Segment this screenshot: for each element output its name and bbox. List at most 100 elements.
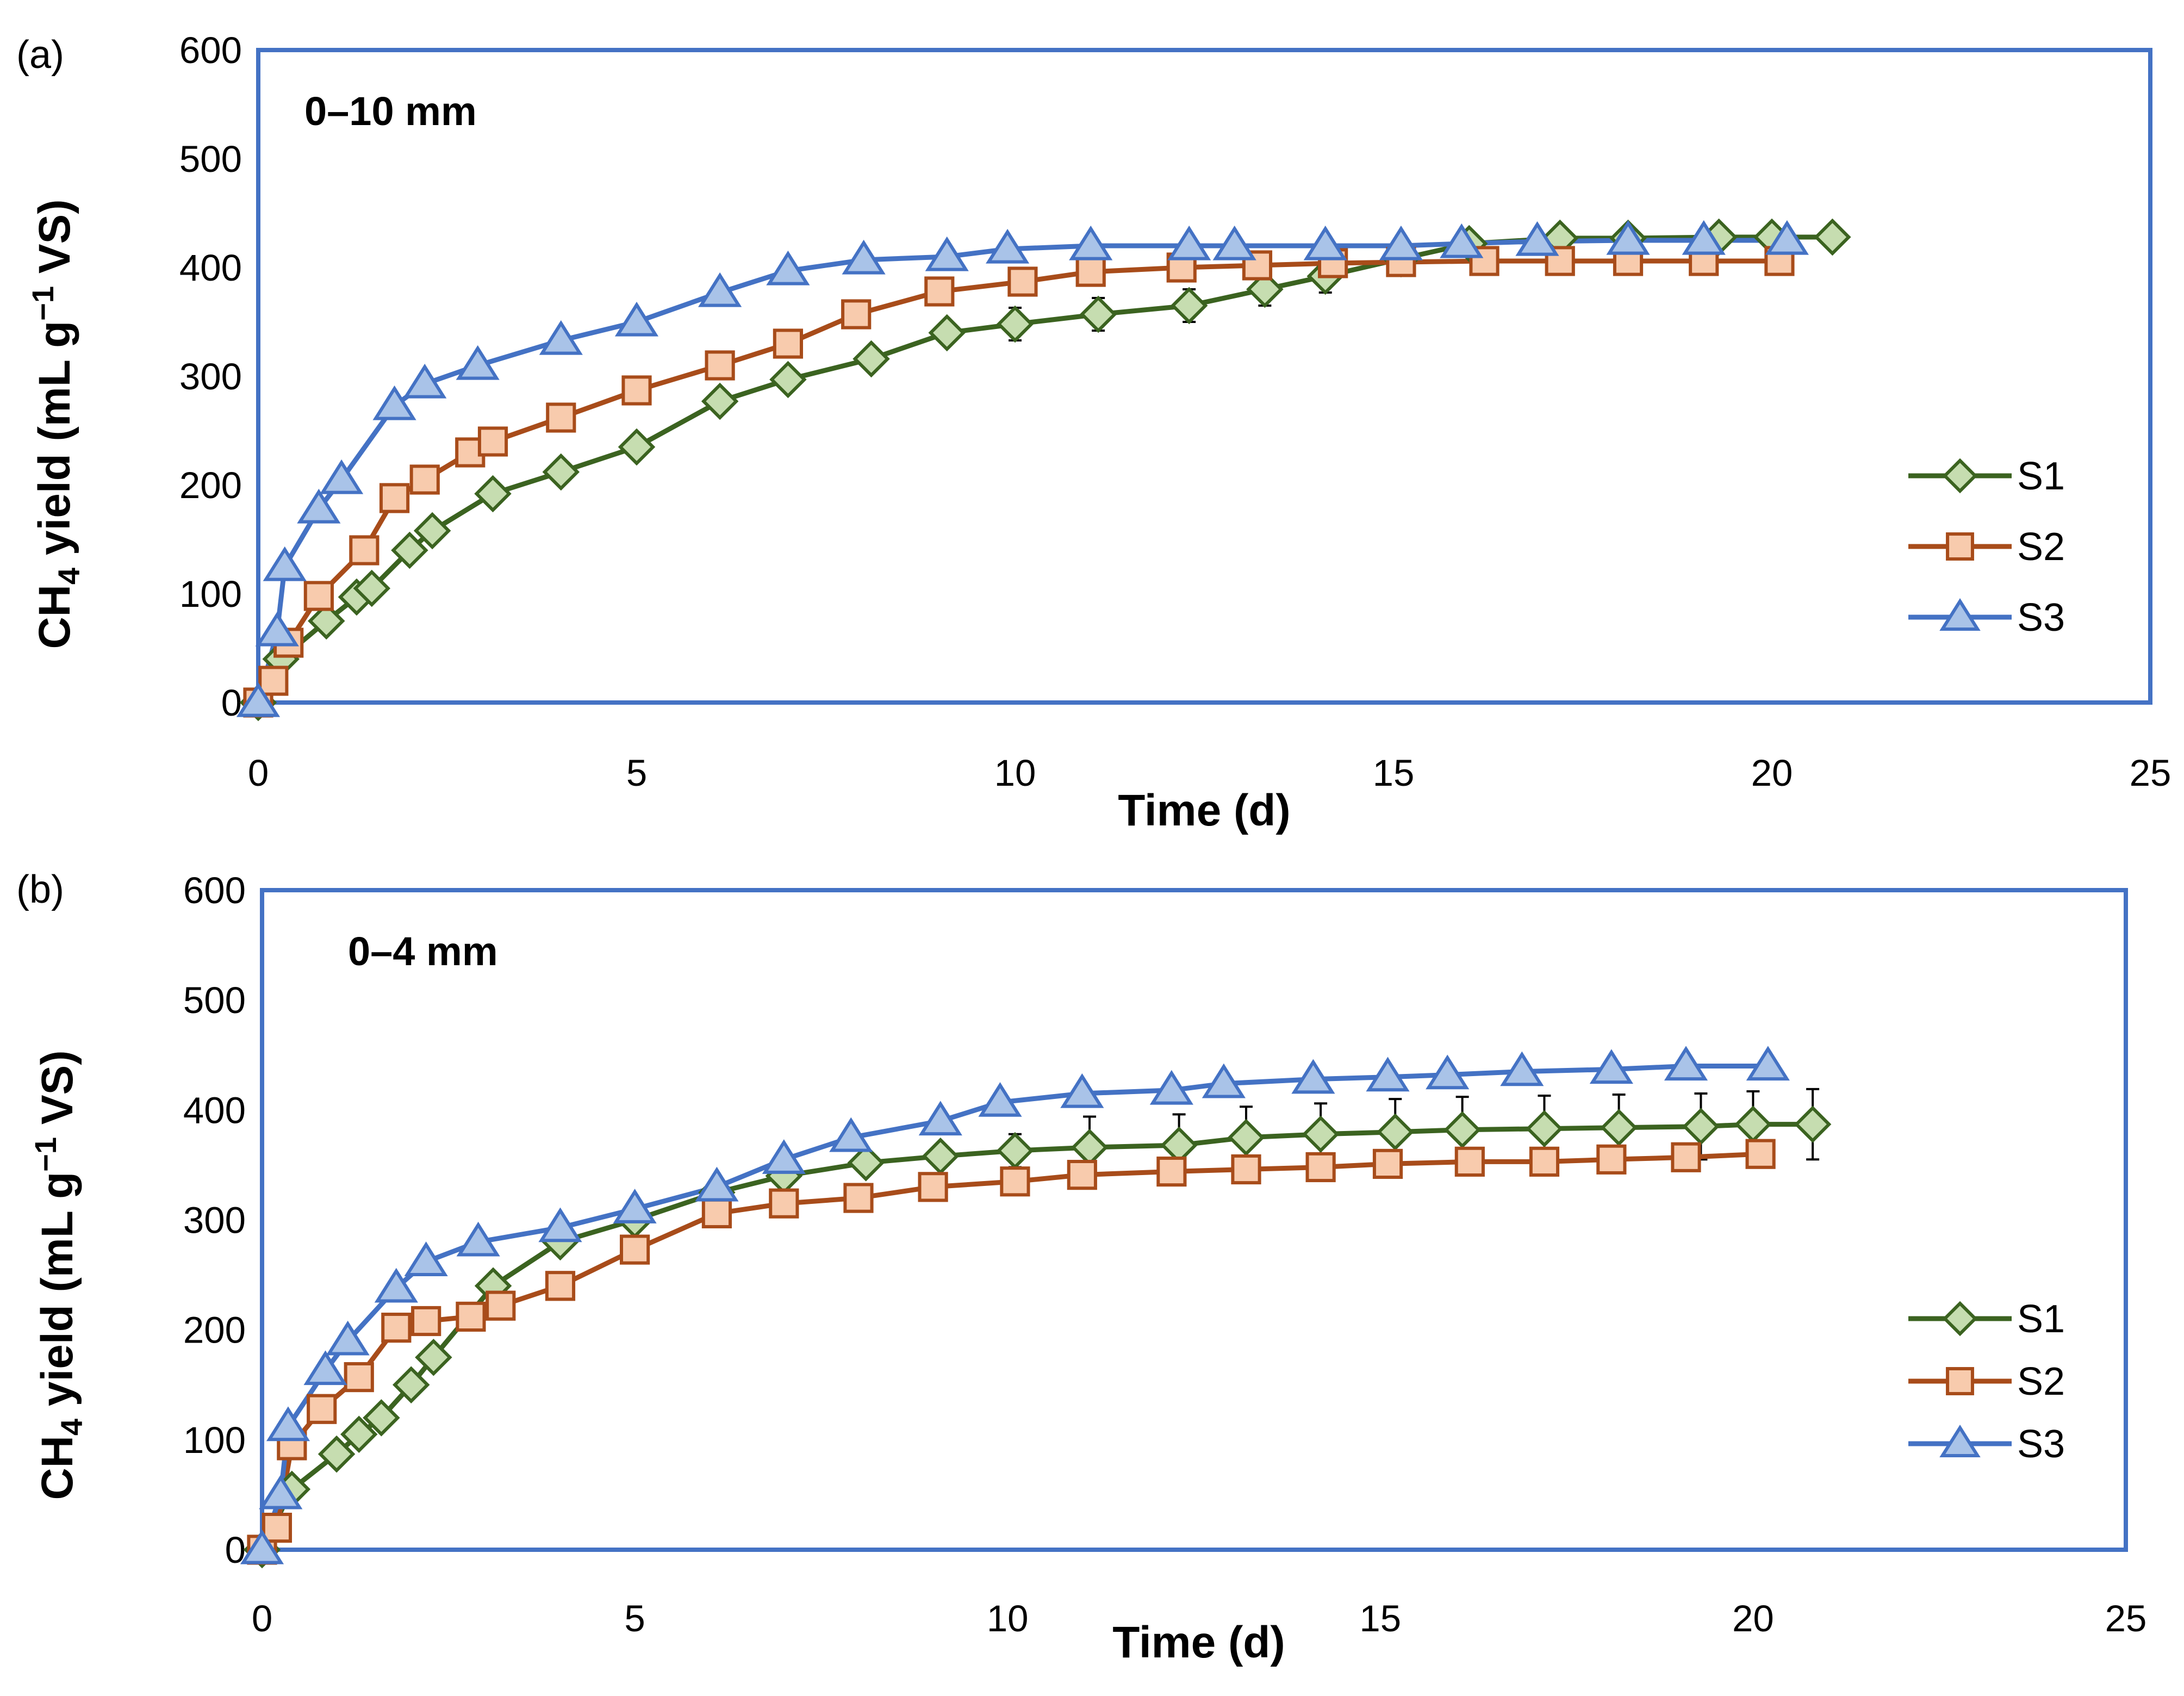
data-point-s3	[303, 1350, 347, 1386]
data-point-s3	[925, 236, 969, 271]
data-point-s3	[1682, 220, 1726, 255]
data-point-s3	[456, 345, 500, 380]
x-tick-label: 25	[2130, 752, 2171, 794]
data-point-s2	[344, 1362, 374, 1393]
data-point-s3	[372, 385, 416, 420]
data-point-s3	[1303, 225, 1347, 260]
y-axis-title-b-mid: yield (mL g	[33, 1172, 82, 1419]
data-point-s3	[374, 1268, 418, 1303]
data-point-s1	[701, 382, 739, 420]
x-tick-label: 10	[987, 1598, 1029, 1639]
data-point-s2	[307, 1394, 337, 1424]
legend-label-s2: S2	[2017, 1360, 2065, 1403]
x-axis-title-a: Time (d)	[1118, 786, 1290, 835]
data-point-s1	[1302, 1115, 1340, 1153]
data-point-s1	[996, 1132, 1034, 1170]
data-point-s3	[1515, 221, 1559, 256]
data-point-s1	[1682, 1108, 1720, 1145]
y-tick-labels-b: 0 100 200 300 400 500 600	[183, 869, 246, 1571]
data-point-s1	[769, 361, 807, 399]
data-point-s2	[843, 1183, 874, 1213]
data-point-s1	[318, 1435, 356, 1473]
legend-label-s1: S1	[2017, 1297, 2065, 1341]
data-point-s1	[1526, 1110, 1563, 1147]
data-point-s2	[258, 666, 289, 696]
x-tick-label: 25	[2105, 1598, 2147, 1639]
data-point-s3	[766, 250, 810, 285]
x-tick-label: 15	[1359, 1598, 1401, 1639]
data-point-s2	[379, 483, 410, 513]
y-tick-label: 200	[179, 464, 242, 506]
data-point-s1	[922, 1138, 960, 1175]
data-point-s3	[1212, 225, 1256, 260]
data-point-s2	[1007, 266, 1038, 297]
data-point-s1	[474, 475, 512, 513]
data-point-s2	[769, 1188, 799, 1219]
data-point-s2	[545, 1271, 576, 1301]
x-tick-label: 10	[994, 752, 1036, 794]
y-tick-label: 0	[221, 682, 242, 724]
data-point-s3	[698, 272, 742, 307]
legend-marker-s3	[1939, 1424, 1981, 1458]
data-point-s2	[621, 375, 652, 406]
data-point-s3	[326, 1320, 370, 1356]
data-point-s2	[1075, 257, 1106, 287]
data-point-s2	[477, 426, 508, 457]
y-tick-label: 500	[179, 138, 242, 180]
series-line-s1	[256, 234, 1833, 704]
data-point-s3	[1746, 1046, 1790, 1081]
data-point-s3	[1149, 1070, 1193, 1105]
x-tick-label: 5	[626, 752, 647, 794]
y-tick-label: 600	[179, 29, 242, 71]
legend-marker-s2	[1946, 532, 1974, 561]
data-point-s2	[1745, 1139, 1776, 1169]
data-point-s1	[847, 1144, 885, 1182]
series-markers-a	[236, 218, 1851, 722]
y-axis-title-b-sup: −1	[28, 1137, 63, 1172]
data-point-s3	[1664, 1046, 1708, 1081]
data-point-s2	[1067, 1160, 1097, 1190]
y-axis-title-a-pre: CH	[30, 585, 79, 649]
data-point-s2	[1000, 1166, 1030, 1197]
legend-marker-s1	[1942, 1301, 1978, 1337]
data-point-s2	[409, 464, 440, 495]
data-point-s2	[1596, 1144, 1627, 1175]
data-point-s2	[303, 581, 334, 611]
legend-label-s2: S2	[2017, 525, 2065, 569]
data-point-s2	[349, 535, 379, 566]
data-point-s2	[1231, 1154, 1261, 1185]
panel-a: (a) CH4 yield (mL g−1 VS) 01002003004005…	[16, 29, 2171, 835]
data-point-s2	[546, 402, 576, 433]
data-point-s1	[415, 1338, 452, 1376]
y-tick-label: 400	[183, 1089, 246, 1131]
data-point-s2	[924, 276, 955, 307]
y-axis-title-a-mid: yield (mL g	[30, 321, 79, 568]
data-point-s1	[1079, 295, 1117, 333]
data-point-s3	[456, 1221, 500, 1257]
data-point-s3	[320, 459, 364, 494]
plot-frame-a	[256, 48, 2152, 705]
panel-label-a: (a)	[16, 33, 64, 77]
data-point-s2	[701, 1198, 732, 1228]
data-point-s3	[762, 1139, 806, 1174]
data-point-s3	[1500, 1051, 1544, 1086]
legend-label-s3: S3	[2017, 1422, 2065, 1466]
data-point-s1	[1246, 270, 1284, 308]
data-point-s1	[392, 1366, 430, 1403]
y-tick-label: 600	[183, 869, 246, 911]
data-point-s1	[353, 569, 391, 607]
panel-b: (b) CH4 yield (mL g−1 VS) 01002003004005…	[16, 868, 2146, 1667]
data-point-s3	[240, 1529, 284, 1564]
data-point-s3	[266, 1406, 310, 1442]
data-point-s3	[1069, 225, 1113, 260]
data-point-s3	[1291, 1059, 1335, 1094]
data-point-s2	[1156, 1156, 1187, 1187]
data-point-s3	[1379, 225, 1423, 260]
data-point-s1	[542, 453, 580, 491]
data-point-s3	[1167, 225, 1211, 260]
y-axis-title-a-sup: −1	[26, 286, 60, 321]
y-axis-title-b: CH4 yield (mL g−1 VS)	[28, 1050, 89, 1500]
y-axis-title-b-pre: CH	[33, 1436, 82, 1500]
y-tick-label: 300	[179, 356, 242, 397]
series-lines-a	[256, 234, 1833, 704]
